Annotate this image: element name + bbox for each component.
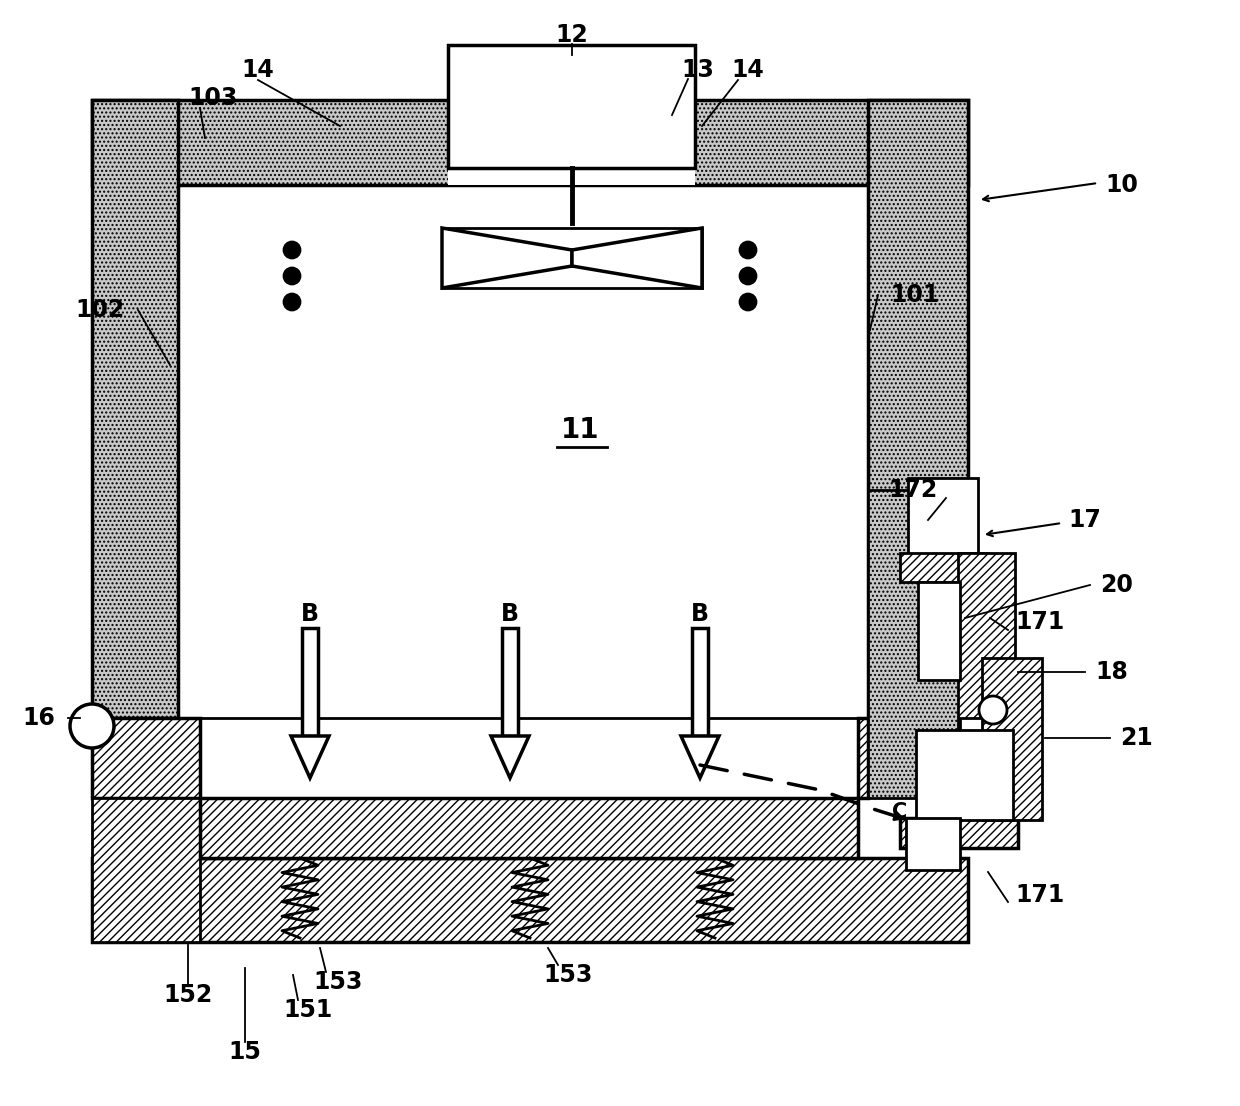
- Polygon shape: [502, 628, 518, 735]
- Text: 20: 20: [1100, 573, 1133, 597]
- Bar: [900, 553, 988, 582]
- Bar: [92, 858, 968, 942]
- Text: 13: 13: [682, 58, 714, 82]
- Text: 12: 12: [556, 23, 588, 46]
- Bar: [441, 228, 702, 288]
- Circle shape: [740, 294, 756, 310]
- Bar: [448, 168, 694, 185]
- Polygon shape: [291, 735, 329, 778]
- Text: 153: 153: [543, 963, 593, 987]
- Bar: [960, 718, 999, 839]
- Text: 14: 14: [732, 58, 764, 82]
- Bar: [868, 100, 968, 718]
- Circle shape: [284, 268, 300, 284]
- Text: B: B: [301, 602, 319, 626]
- Bar: [900, 818, 1018, 848]
- Bar: [906, 818, 960, 870]
- Text: 10: 10: [1105, 173, 1138, 197]
- Bar: [916, 730, 1013, 820]
- Polygon shape: [692, 628, 708, 735]
- Circle shape: [980, 696, 1007, 724]
- Bar: [959, 553, 1016, 820]
- Text: 18: 18: [1095, 660, 1128, 684]
- Text: 14: 14: [242, 58, 274, 82]
- Bar: [200, 799, 858, 858]
- Bar: [982, 658, 1042, 820]
- Bar: [918, 582, 960, 680]
- Text: 17: 17: [1068, 508, 1101, 532]
- Text: 15: 15: [228, 1040, 262, 1064]
- Polygon shape: [441, 228, 572, 288]
- Circle shape: [740, 268, 756, 284]
- Bar: [908, 478, 978, 555]
- Text: 172: 172: [889, 478, 937, 502]
- Circle shape: [284, 242, 300, 258]
- Bar: [868, 490, 968, 799]
- Text: 16: 16: [22, 706, 55, 730]
- Text: 171: 171: [1016, 883, 1064, 907]
- Polygon shape: [681, 735, 719, 778]
- Circle shape: [740, 242, 756, 258]
- Bar: [92, 100, 179, 718]
- Bar: [179, 185, 868, 718]
- Text: 11: 11: [560, 416, 599, 444]
- Bar: [448, 45, 694, 168]
- Text: 153: 153: [314, 970, 362, 994]
- Bar: [92, 718, 200, 799]
- Bar: [92, 100, 968, 185]
- Bar: [858, 718, 868, 799]
- Text: 103: 103: [188, 86, 237, 109]
- Polygon shape: [491, 735, 529, 778]
- Text: B: B: [691, 602, 709, 626]
- Text: 101: 101: [890, 283, 939, 307]
- Text: 21: 21: [1120, 726, 1153, 750]
- Text: C: C: [893, 802, 908, 822]
- Text: 151: 151: [284, 998, 332, 1022]
- Circle shape: [69, 705, 114, 748]
- Bar: [92, 799, 200, 942]
- Polygon shape: [572, 228, 702, 288]
- Polygon shape: [303, 628, 317, 735]
- Text: 171: 171: [1016, 611, 1064, 634]
- Text: 152: 152: [164, 983, 212, 1006]
- Text: 102: 102: [76, 298, 125, 322]
- Circle shape: [284, 294, 300, 310]
- Text: B: B: [501, 602, 520, 626]
